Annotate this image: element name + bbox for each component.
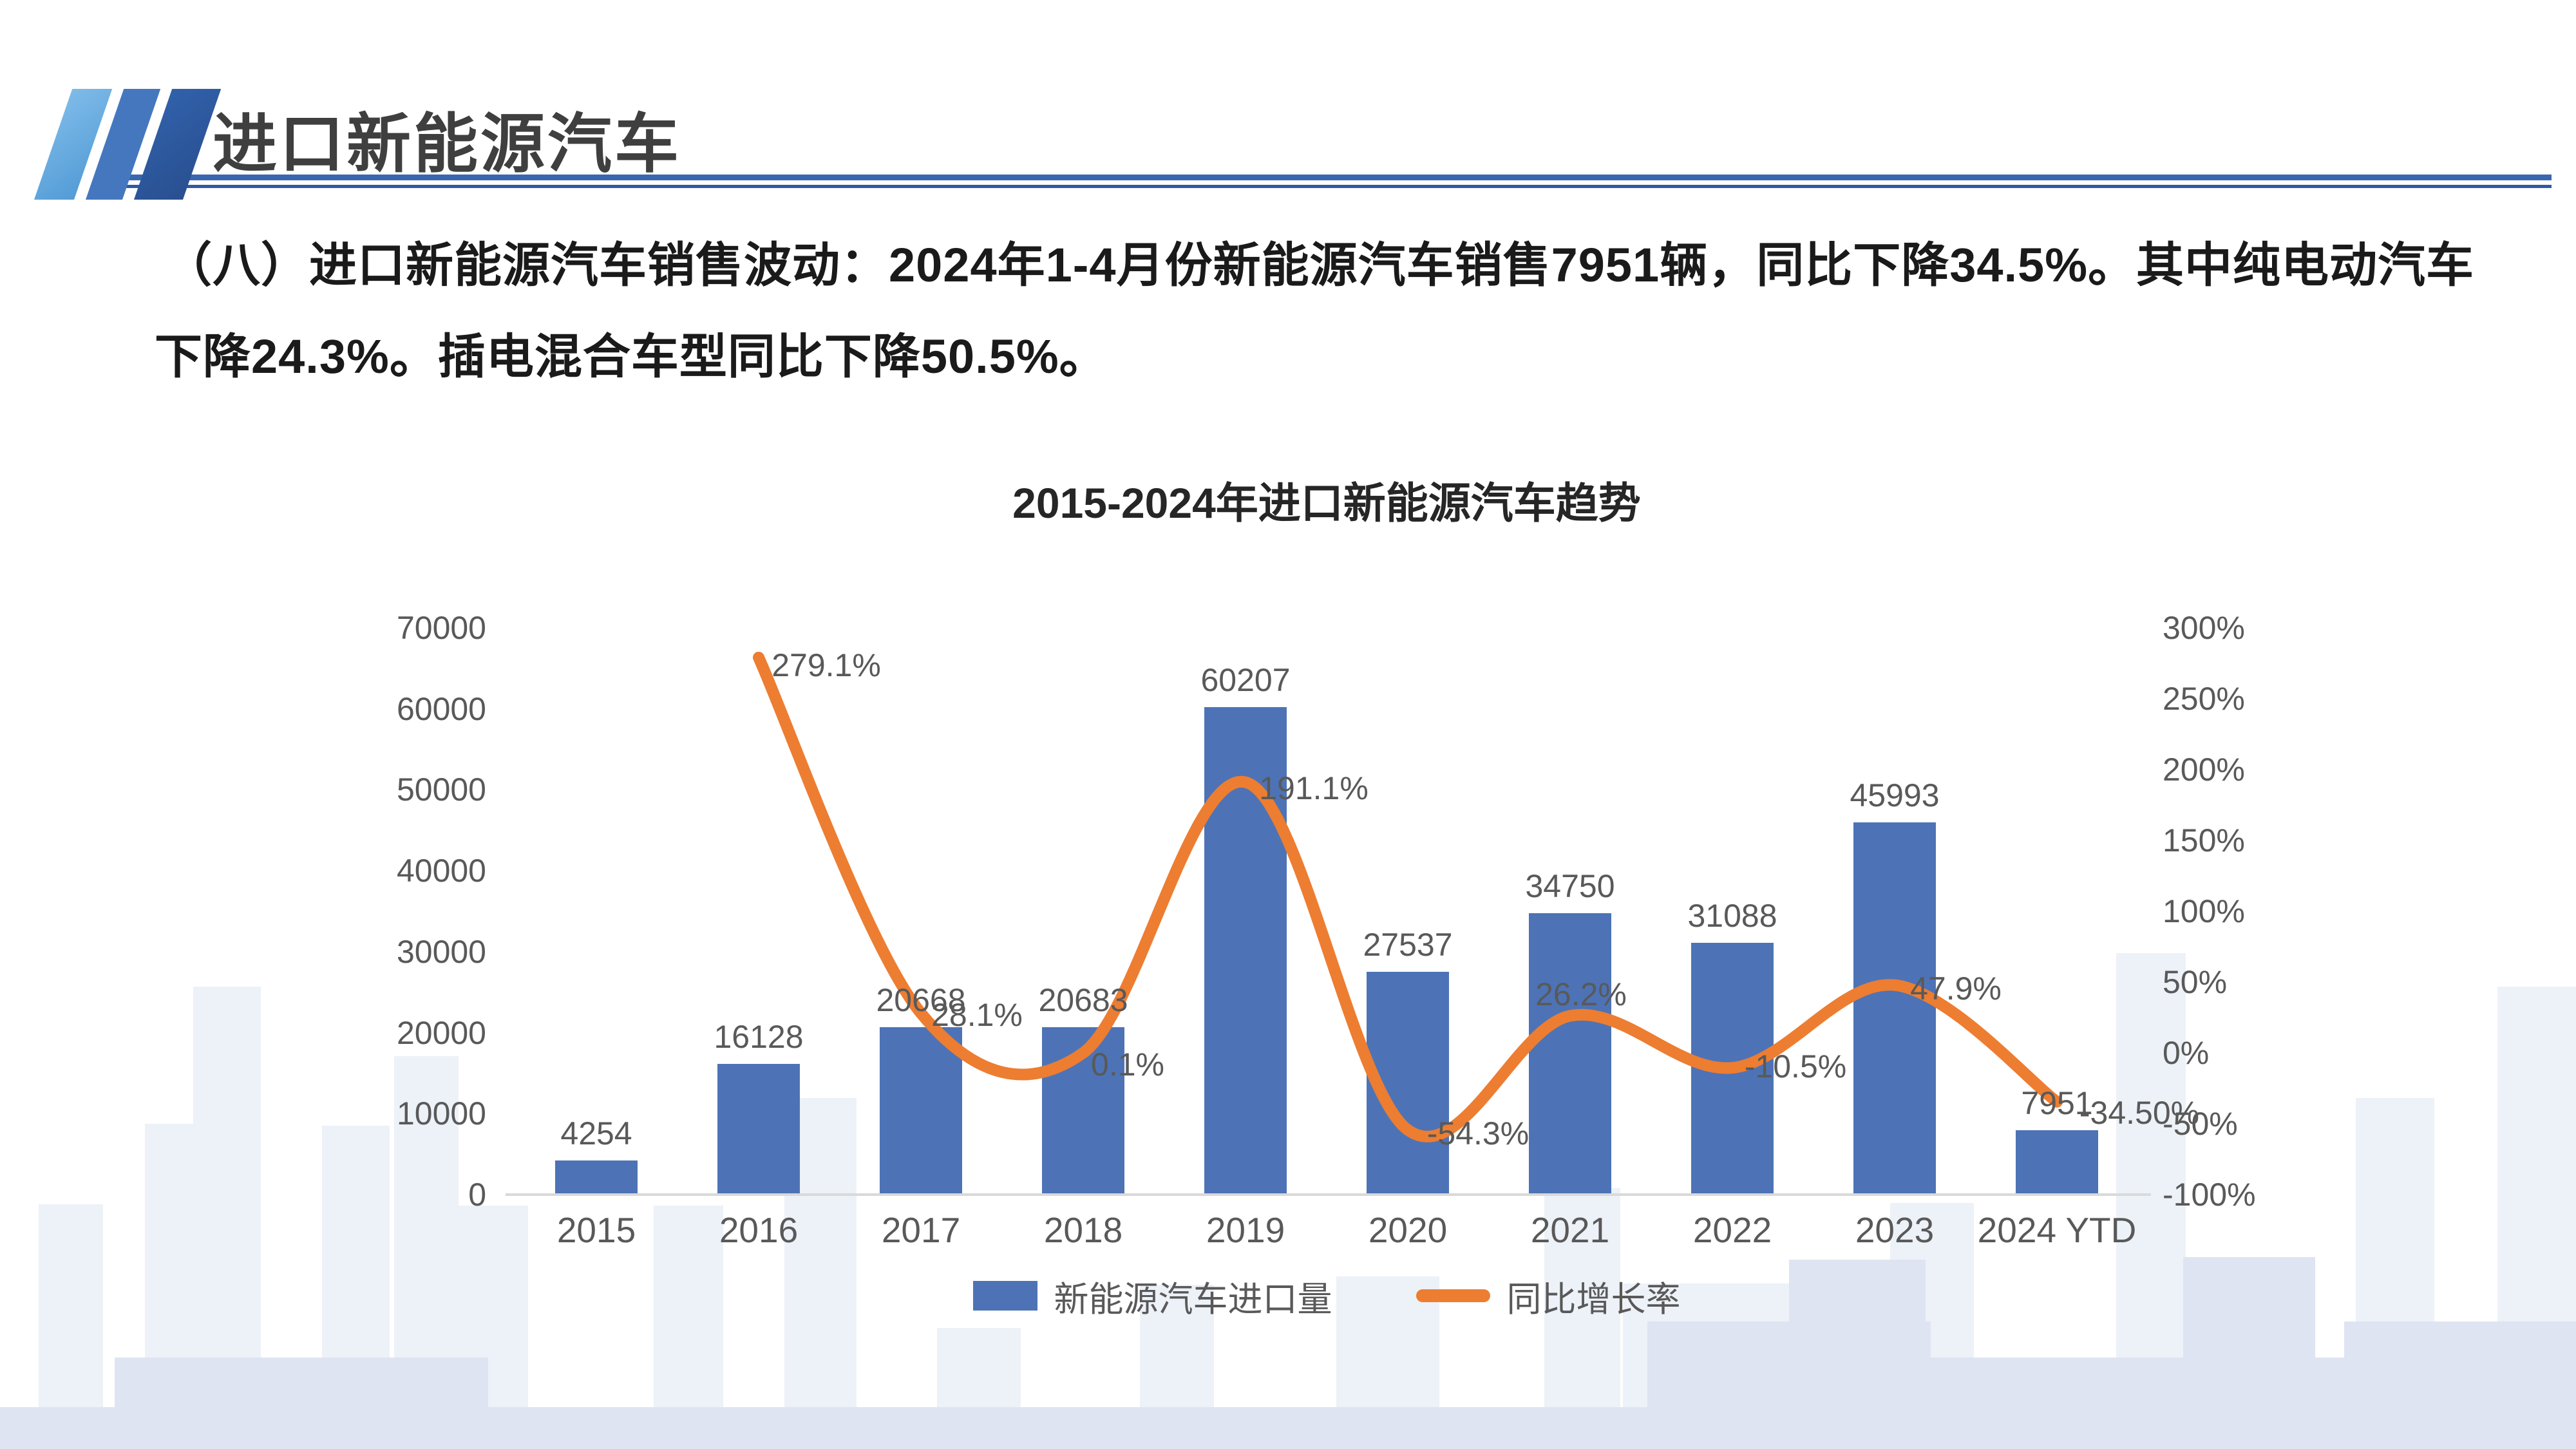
x-axis-label-2017: 2017 — [881, 1210, 961, 1250]
bar-2024 YTD — [2016, 1130, 2098, 1195]
y-axis-left-tick: 50000 — [396, 772, 486, 808]
chart-legend: 新能源汽车进口量 同比增长率 — [515, 1270, 2138, 1321]
y-axis-right-tick: -100% — [2163, 1177, 2256, 1213]
legend-item-growth: 同比增长率 — [1416, 1271, 1681, 1321]
growth-rate-label: -54.3% — [1426, 1115, 1530, 1152]
growth-line-series — [753, 651, 2063, 1142]
legend-label-imports: 新能源汽车进口量 — [1054, 1280, 1332, 1319]
y-axis-right-tick: 0% — [2163, 1035, 2210, 1071]
growth-rate-label: 26.2% — [1535, 976, 1627, 1013]
legend-bar-swatch-icon — [972, 1281, 1037, 1311]
y-axis-right-tick: 150% — [2163, 822, 2245, 858]
y-axis-left-tick: 60000 — [396, 690, 486, 727]
y-axis-right-tick: 250% — [2163, 681, 2245, 717]
bar-2015 — [555, 1160, 638, 1195]
y-axis-right-tick: 300% — [2163, 610, 2245, 646]
growth-rate-label: 0.1% — [1091, 1046, 1164, 1083]
bar-value-label: 4254 — [560, 1115, 632, 1151]
bar-2017 — [880, 1027, 962, 1195]
x-axis-label-2016: 2016 — [719, 1210, 799, 1250]
skyline-building — [1544, 1188, 1620, 1449]
x-axis-label-2021: 2021 — [1530, 1210, 1610, 1250]
chart-title: 2015-2024年进口新能源汽车趋势 — [1012, 479, 1641, 527]
bar-2016 — [717, 1064, 800, 1195]
x-axis-label-2018: 2018 — [1043, 1210, 1123, 1250]
header-rule-thin — [116, 185, 2552, 188]
legend-label-growth: 同比增长率 — [1506, 1280, 1681, 1319]
skyline-building-dark — [2344, 1321, 2576, 1449]
bar-value-label: 31088 — [1687, 898, 1777, 934]
legend-item-imports: 新能源汽车进口量 — [972, 1271, 1332, 1321]
y-axis-left-tick: 20000 — [396, 1014, 486, 1051]
bar-value-label: 45993 — [1850, 777, 1940, 813]
bar-2023 — [1853, 822, 1936, 1195]
y-axis-left-tick: 10000 — [396, 1095, 486, 1132]
body-text-line-2: 下降24.3%。插电混合车型同比下降50.5%。 — [155, 330, 1108, 383]
growth-rate-label: 28.1% — [931, 997, 1023, 1034]
bar-value-label: 27537 — [1363, 926, 1453, 963]
y-axis-left-tick: 70000 — [396, 610, 486, 646]
growth-line-path — [753, 651, 2063, 1142]
x-axis-line — [506, 1193, 2151, 1196]
x-axis-label-2020: 2020 — [1368, 1210, 1448, 1250]
skyline-building-dark — [2183, 1257, 2315, 1449]
y-axis-left-tick: 0 — [468, 1177, 486, 1213]
body-text-line-1: （八）进口新能源汽车销售波动：2024年1-4月份新能源汽车销售7951辆，同比… — [164, 238, 2475, 292]
y-axis-left-tick: 30000 — [396, 933, 486, 970]
bar-value-label: 7951 — [2021, 1085, 2093, 1122]
x-axis-label-2015: 2015 — [556, 1210, 636, 1250]
bar-value-label: 16128 — [714, 1019, 804, 1056]
x-axis-label-2023: 2023 — [1855, 1210, 1935, 1250]
bar-value-label: 20668 — [876, 982, 966, 1019]
slash-logo-icon — [23, 89, 222, 200]
bar-value-label: 34750 — [1525, 868, 1615, 905]
y-axis-left-tick: 40000 — [396, 853, 486, 889]
y-axis-right-tick: 50% — [2163, 964, 2228, 1000]
page-title: 进口新能源汽车 — [213, 108, 681, 180]
x-axis-label-2019: 2019 — [1206, 1210, 1285, 1250]
y-axis-right-tick: -50% — [2163, 1106, 2238, 1142]
y-axis-right-tick: 200% — [2163, 752, 2245, 788]
skyline-building-dark — [115, 1358, 488, 1449]
legend-line-swatch-icon — [1416, 1289, 1490, 1302]
growth-rate-label: 47.9% — [1910, 970, 2002, 1007]
growth-rate-label: 279.1% — [772, 647, 881, 683]
bar-value-label: 60207 — [1200, 662, 1291, 699]
bar-value-label: 20683 — [1038, 981, 1128, 1018]
growth-rate-label: -34.50% — [2079, 1094, 2200, 1131]
y-axis-right-tick: 100% — [2163, 893, 2245, 929]
header-rule-thick — [97, 175, 2552, 180]
x-axis-label-2022: 2022 — [1692, 1210, 1772, 1250]
growth-rate-label: 191.1% — [1259, 770, 1368, 806]
skyline-building-dark — [1789, 1260, 1926, 1449]
growth-rate-label: -10.5% — [1744, 1048, 1847, 1085]
bar-2021 — [1529, 913, 1611, 1195]
x-axis-label-2024 YTD: 2024 YTD — [1977, 1210, 2137, 1250]
